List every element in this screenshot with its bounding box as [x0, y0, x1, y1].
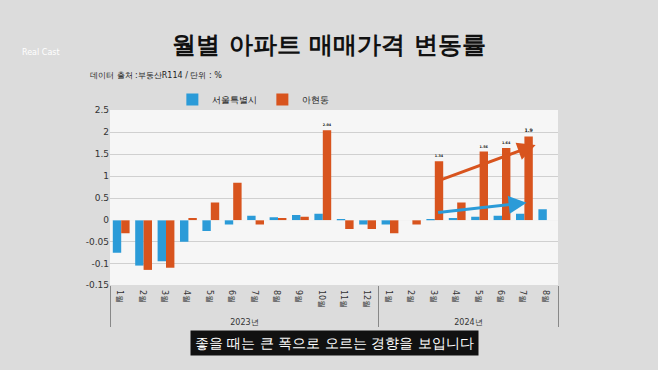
svg-text:1월: 1월 [115, 290, 124, 303]
svg-text:1.34: 1.34 [435, 154, 444, 158]
svg-text:-0.05: -0.05 [86, 237, 109, 247]
svg-text:2월: 2월 [138, 290, 147, 303]
svg-text:11월: 11월 [339, 290, 348, 308]
svg-text:5월: 5월 [474, 290, 483, 303]
svg-text:2024년: 2024년 [454, 318, 482, 327]
svg-text:데이터 출처 :부동산R114 / 단위 : %: 데이터 출처 :부동산R114 / 단위 : % [90, 71, 222, 80]
svg-text:1.56: 1.56 [480, 145, 489, 149]
svg-text:서울특별시: 서울특별시 [212, 95, 257, 105]
svg-text:3월: 3월 [429, 290, 438, 303]
svg-text:7월: 7월 [518, 290, 527, 303]
svg-text:6월: 6월 [496, 290, 505, 303]
svg-text:1.5: 1.5 [95, 149, 109, 159]
svg-text:7월: 7월 [250, 290, 259, 303]
svg-text:4월: 4월 [182, 290, 191, 303]
svg-text:1월: 1월 [384, 290, 393, 303]
svg-text:1: 1 [103, 171, 109, 181]
svg-text:2.5: 2.5 [95, 105, 109, 115]
svg-text:4월: 4월 [451, 290, 460, 303]
svg-text:2: 2 [103, 127, 109, 137]
svg-text:2023년: 2023년 [230, 318, 258, 327]
svg-text:월별 아파트 매매가격 변동률: 월별 아파트 매매가격 변동률 [172, 31, 485, 59]
svg-text:3월: 3월 [160, 290, 169, 303]
svg-text:Real Cast: Real Cast [22, 48, 60, 57]
svg-text:6월: 6월 [227, 290, 236, 303]
svg-text:2.04: 2.04 [323, 123, 332, 127]
svg-text:2월: 2월 [406, 290, 415, 303]
svg-text:0: 0 [103, 215, 109, 225]
svg-text:-0.15: -0.15 [86, 280, 109, 290]
svg-text:9월: 9월 [294, 290, 303, 303]
svg-text:12월: 12월 [362, 290, 371, 308]
svg-text:1.9: 1.9 [524, 128, 532, 133]
svg-text:0.5: 0.5 [95, 193, 109, 203]
svg-text:5월: 5월 [205, 290, 214, 303]
svg-text:좋을 때는 큰 폭으로 오르는 경향을 보입니다: 좋을 때는 큰 폭으로 오르는 경향을 보입니다 [195, 335, 474, 351]
svg-text:8월: 8월 [272, 290, 281, 303]
svg-text:10월: 10월 [317, 290, 326, 308]
svg-text:8월: 8월 [541, 290, 550, 303]
svg-text:1.64: 1.64 [502, 141, 511, 145]
svg-text:-0.1: -0.1 [91, 259, 109, 269]
svg-text:아현동: 아현동 [302, 95, 329, 105]
